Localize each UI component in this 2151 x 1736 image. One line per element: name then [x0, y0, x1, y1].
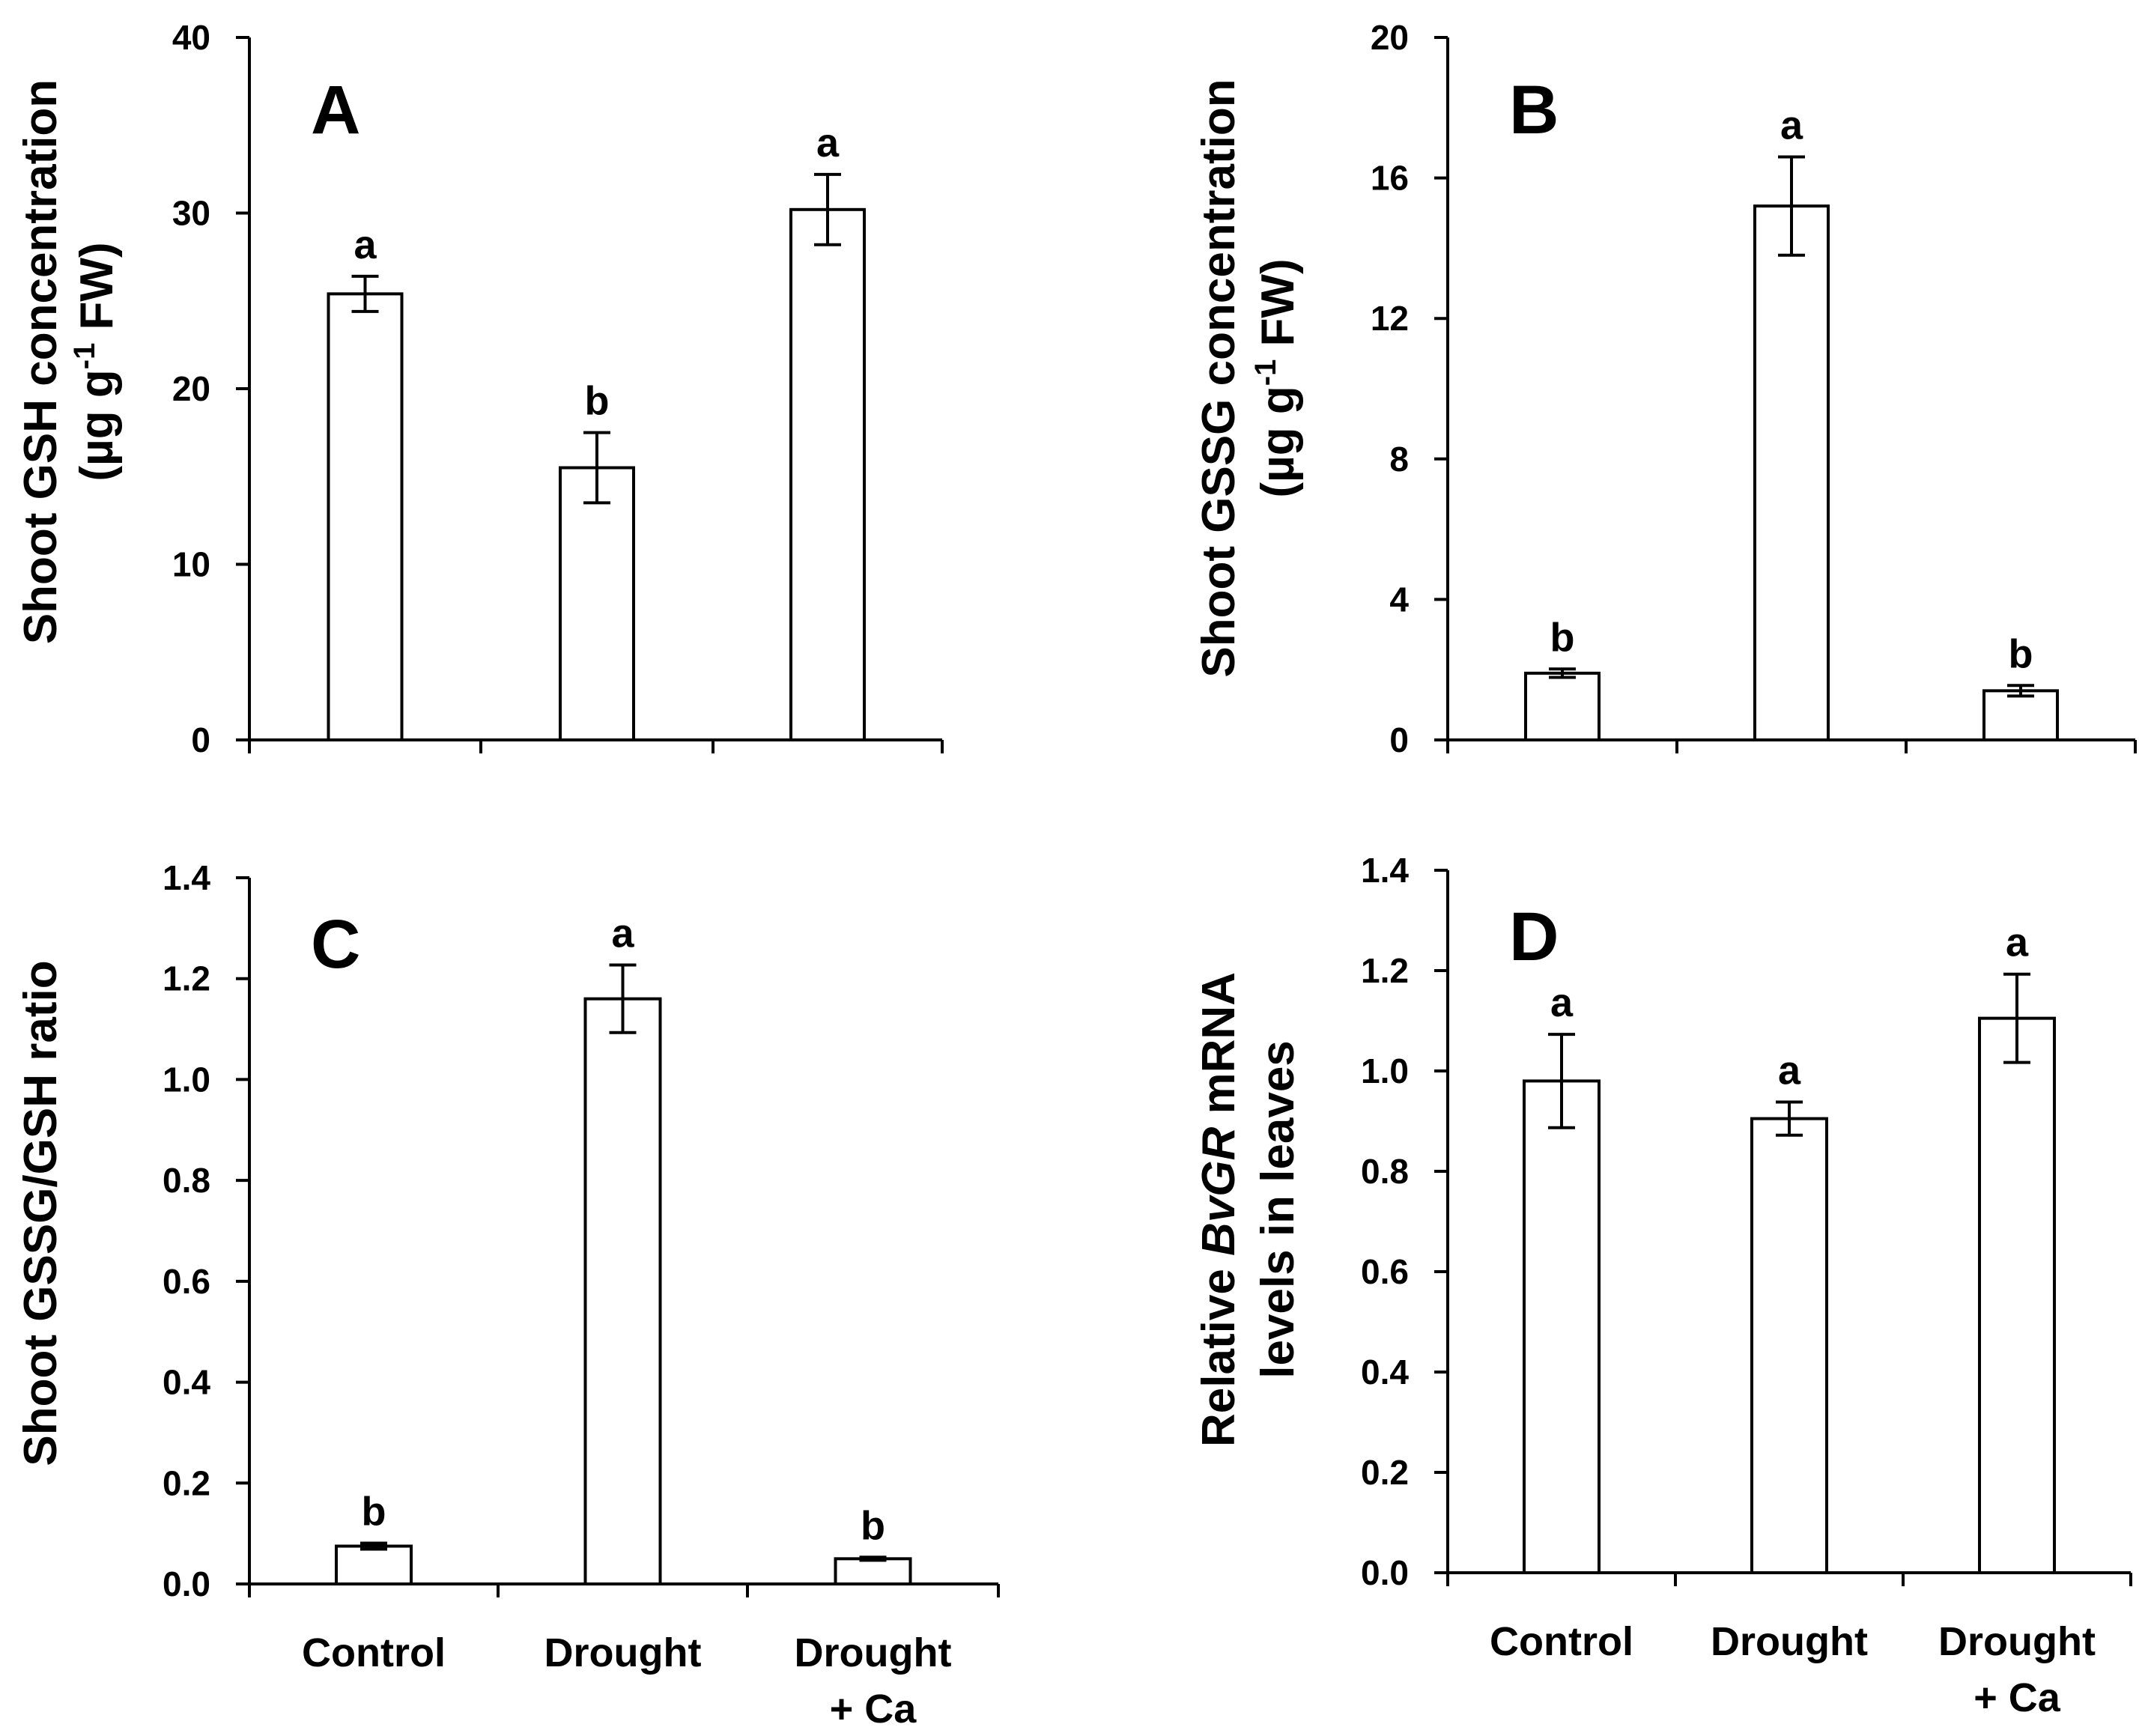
panel-c-y-tick-label: 1.2	[163, 959, 210, 998]
panel-b-y-axis-label: Shoot GSSG concentration	[1193, 79, 1245, 677]
panel-d-bar-3	[1978, 1016, 2056, 1574]
panel-b-y-tick-label: 4	[1389, 580, 1409, 619]
panel-c-y-tick-label: 1.4	[163, 858, 210, 897]
panel-b-significance-letter: b	[1550, 615, 1575, 660]
panel-d-chart: 0.0 0.2 0.4 0.6 0.8 1.0 1.2 1.4 a a a Control Drough…	[1193, 851, 2132, 1720]
panel-c-category-label: Drought	[795, 1630, 952, 1675]
panel-a-bar-1	[327, 292, 404, 741]
panel-c-y-tick-label: 1.0	[163, 1060, 210, 1099]
panel-b-y-tick-label: 16	[1371, 159, 1409, 198]
panel-c-y-tick-label: 0.4	[163, 1363, 210, 1402]
panel-a-significance-letter: a	[354, 222, 377, 267]
panel-d-y-tick-label: 0.8	[1361, 1152, 1409, 1191]
panel-d-panel-letter: D	[1509, 899, 1559, 975]
panel-d-bar-1	[1523, 1079, 1601, 1574]
panel-c-bar-2	[583, 997, 662, 1585]
panel-d-significance-letter: a	[1550, 980, 1574, 1025]
panel-c-y-tick-label: 0.2	[163, 1463, 210, 1502]
panel-d-category-label: Drought	[1938, 1619, 2096, 1664]
panel-a-y-tick-label: 10	[172, 545, 210, 584]
panel-d-significance-letter: a	[1778, 1048, 1801, 1093]
panel-a-y-tick-label: 40	[172, 18, 210, 57]
panel-b-bar-3	[1982, 689, 2059, 742]
panel-c-y-tick-label: 0.0	[163, 1564, 210, 1603]
panel-a-significance-letter: a	[816, 121, 840, 166]
panel-c-y-axis-label: Shoot GSSG/GSH ratio	[15, 960, 67, 1466]
panel-a-y-axis-unit: (µg g-1 FW)	[68, 242, 123, 481]
panel-c-category-label: Control	[302, 1630, 446, 1675]
panel-c-significance-letter: a	[611, 911, 634, 956]
panel-b-chart: 0 4 8 12 16 20 b a b B Shoot GSSG concentration (µg…	[1193, 18, 2137, 759]
panel-d-y-axis-label: Relative BvGR mRNA	[1193, 972, 1245, 1447]
panel-d-category-label: + Ca	[1973, 1675, 2061, 1720]
panel-b-y-tick-label: 8	[1389, 440, 1409, 479]
panel-b-y-tick-label: 12	[1371, 299, 1409, 338]
panel-c-significance-letter: b	[861, 1503, 885, 1548]
panel-c-significance-letter: b	[362, 1489, 386, 1534]
panel-d-y-tick-label: 0.2	[1361, 1453, 1409, 1492]
panel-c-category-label: Drought	[544, 1630, 702, 1675]
panel-a-bar-3	[789, 207, 866, 741]
panel-c-bar-1	[335, 1544, 413, 1586]
panel-c-category-label: + Ca	[830, 1687, 917, 1732]
panel-d-y-tick-label: 0.0	[1361, 1553, 1409, 1592]
panel-b-bar-1	[1524, 671, 1601, 742]
panel-a-panel-letter: A	[311, 72, 360, 148]
panel-c-bar-3	[834, 1557, 912, 1586]
panel-b-significance-letter: b	[2009, 631, 2033, 676]
panel-d-y-tick-label: 1.4	[1361, 851, 1409, 890]
panel-a-y-tick-label: 30	[172, 194, 210, 233]
panel-a-y-tick-label: 20	[172, 369, 210, 408]
panel-b-y-tick-label: 0	[1389, 720, 1409, 759]
panel-a-bar-2	[559, 466, 635, 742]
panel-b-significance-letter: a	[1780, 103, 1803, 148]
panel-d-y-tick-label: 0.4	[1361, 1353, 1409, 1391]
panel-c-panel-letter: C	[311, 906, 360, 983]
panel-a-y-axis-label: Shoot GSH concentration	[15, 79, 67, 644]
panel-d-category-label: Control	[1490, 1619, 1633, 1664]
panel-c-y-tick-label: 0.8	[163, 1161, 210, 1200]
panel-d-y-tick-label: 1.0	[1361, 1051, 1409, 1090]
panel-b-panel-letter: B	[1509, 72, 1559, 148]
panel-d-significance-letter: a	[2006, 920, 2029, 965]
panel-d-y-tick-label: 0.6	[1361, 1252, 1409, 1291]
panel-d-y-axis-label-line2: levels in leaves	[1252, 1040, 1304, 1379]
panel-c-chart: 0.0 0.2 0.4 0.6 0.8 1.0 1.2 1.4 b a b Control Drough…	[15, 858, 1000, 1732]
panel-a-significance-letter: b	[585, 379, 610, 424]
panel-b-bar-2	[1753, 204, 1830, 741]
panel-d-category-label: Drought	[1711, 1619, 1868, 1664]
panel-a-chart: 0 10 20 30 40 a b a A Shoot GSH concentration (µg …	[15, 18, 944, 759]
panel-c-y-tick-label: 0.6	[163, 1262, 210, 1301]
panel-d-bar-2	[1750, 1117, 1828, 1574]
panel-b-y-axis-unit: (µg g-1 FW)	[1249, 258, 1304, 497]
panel-d-y-tick-label: 1.2	[1361, 951, 1409, 990]
panel-a-y-tick-label: 0	[191, 720, 210, 759]
panel-b-y-tick-label: 20	[1371, 18, 1409, 57]
